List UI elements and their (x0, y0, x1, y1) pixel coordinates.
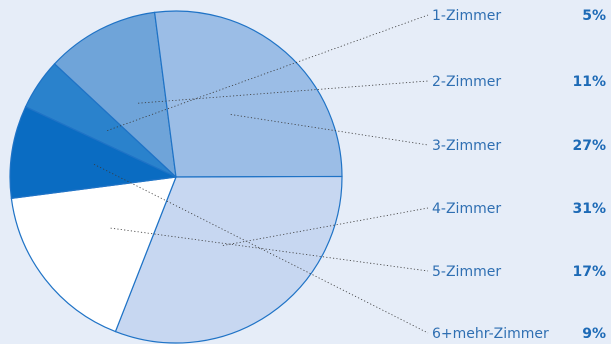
legend-label-5: 5-Zimmer (432, 264, 501, 280)
leader-line-6 (93, 163, 429, 334)
legend-value-1: 5% (582, 8, 606, 24)
legend-label-6: 6+mehr-Zimmer (432, 326, 549, 342)
legend-label-2: 2-Zimmer (432, 74, 501, 90)
leader-line-2 (138, 80, 429, 104)
leader-line-5 (110, 227, 429, 272)
legend-value-2: 11% (572, 74, 606, 90)
pie-slice-4 (114, 175, 343, 344)
legend-label-1: 1-Zimmer (432, 8, 501, 24)
pie-slice-5 (10, 176, 177, 333)
leader-line-4 (222, 207, 429, 246)
legend-value-4: 31% (572, 201, 606, 217)
pie-slices (9, 10, 343, 344)
legend: 1-Zimmer 5% 2-Zimmer 11% 3-Zimmer 27% 4-Zimmer… (432, 8, 606, 342)
pie-slice-3 (153, 10, 343, 178)
pie-slice-2 (53, 11, 177, 179)
leader-lines (93, 14, 429, 334)
leader-line-1 (107, 14, 429, 131)
legend-value-3: 27% (572, 138, 606, 154)
legend-value-6: 9% (582, 326, 606, 342)
legend-label-3: 3-Zimmer (432, 138, 501, 154)
pie-slice-6 (9, 106, 179, 200)
legend-label-4: 4-Zimmer (432, 201, 501, 217)
legend-value-5: 17% (572, 264, 606, 280)
